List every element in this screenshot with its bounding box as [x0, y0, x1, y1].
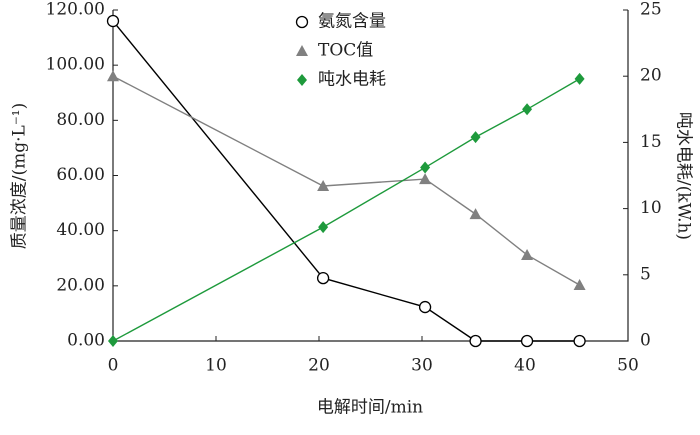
marker — [469, 208, 482, 220]
legend-marker — [296, 45, 308, 56]
legend-label: 氨氮含量 — [318, 12, 386, 32]
y-tick-label: 0.00 — [67, 331, 105, 351]
marker — [573, 334, 586, 348]
y-tick-label: 100.00 — [46, 55, 105, 75]
x-tick-label: 50 — [617, 356, 639, 376]
y2-tick-label: 20 — [640, 66, 662, 86]
marker — [106, 14, 120, 28]
y2-tick-label: 25 — [640, 0, 662, 20]
marker — [419, 173, 432, 185]
marker — [418, 300, 432, 314]
x-tick-label: 20 — [308, 356, 330, 376]
y2-tick-label: 15 — [640, 132, 662, 152]
marker — [520, 334, 534, 348]
y-tick-label: 80.00 — [56, 110, 105, 130]
legend-marker — [295, 15, 309, 29]
marker — [316, 271, 330, 285]
marker — [574, 72, 585, 85]
y2-tick-label: 5 — [640, 264, 651, 284]
legend-label: TOC值 — [318, 41, 373, 61]
y-tick-label: 40.00 — [56, 220, 105, 240]
y-tick-label: 60.00 — [56, 165, 105, 185]
marker — [108, 335, 118, 347]
y2-axis-label: 吨水电耗/(kW.h) — [674, 112, 694, 240]
y2-tick-label: 10 — [640, 198, 662, 218]
marker — [318, 221, 329, 234]
y2-tick-label: 0 — [640, 331, 651, 351]
marker — [521, 248, 534, 260]
y-tick-label: 120.00 — [46, 0, 105, 20]
marker — [420, 161, 431, 174]
x-tick-label: 30 — [411, 356, 433, 376]
x-tick-label: 0 — [108, 356, 119, 376]
marker — [317, 179, 330, 191]
legend-label: 吨水电耗 — [318, 70, 386, 90]
y-axis-label: 质量浓度/(mg·L⁻¹) — [10, 103, 30, 249]
series-line — [112, 75, 580, 286]
x-tick-label: 10 — [205, 356, 227, 376]
marker — [522, 103, 533, 116]
marker — [107, 70, 119, 82]
x-axis-label: 电解时间/min — [317, 398, 423, 418]
series-line — [112, 20, 580, 342]
marker — [469, 334, 482, 348]
legend-marker — [297, 74, 307, 86]
x-tick-label: 40 — [514, 356, 536, 376]
marker — [470, 131, 481, 144]
y-tick-label: 20.00 — [56, 275, 105, 295]
marker — [573, 279, 586, 291]
series-line — [112, 78, 580, 342]
